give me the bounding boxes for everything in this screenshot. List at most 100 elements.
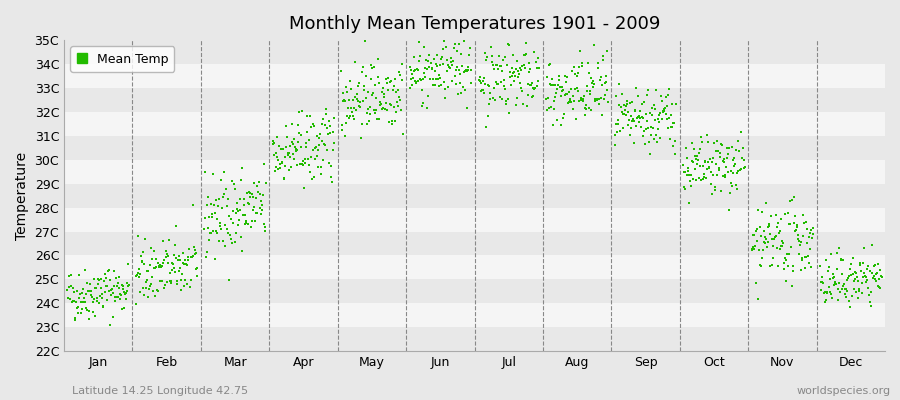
Point [660,116,674,122]
Point [75,306,89,312]
Point [783,198,797,205]
Point [369,106,383,113]
Point [680,172,695,178]
Point [506,52,520,58]
Point [482,82,496,89]
Point [227,181,241,187]
Point [764,212,778,219]
Point [761,222,776,229]
Point [826,274,841,280]
Bar [64,256,885,279]
Point [786,268,800,274]
Point [644,124,658,130]
Point [190,273,204,280]
Point [824,251,839,258]
Point [179,260,194,267]
Point [815,274,830,280]
Point [531,55,545,61]
Point [256,202,270,208]
Point [247,204,261,210]
Point [248,194,263,201]
Point [202,237,217,244]
Point [338,133,352,140]
Point [103,322,117,328]
Point [786,263,800,270]
Point [235,248,249,254]
Point [849,269,863,276]
Point [190,265,204,271]
Point [406,54,420,60]
Point [531,78,545,84]
Point [818,299,832,305]
Point [101,268,115,274]
Point [184,254,198,260]
Point [366,107,381,113]
Point [860,266,875,272]
Point [85,292,99,298]
Point [667,120,681,127]
Point [360,121,374,128]
Point [797,264,812,271]
Point [211,216,225,222]
Point [770,219,785,226]
Point [572,48,587,54]
Point [109,294,123,300]
Point [294,108,309,114]
Point [572,98,586,104]
Point [753,262,768,269]
Point [390,99,404,106]
Point [148,293,162,300]
Point [595,82,609,88]
Point [626,115,640,122]
Point [459,68,473,74]
Point [848,276,862,282]
Point [437,79,452,85]
Point [846,286,860,292]
Point [722,207,736,214]
Point [549,116,563,123]
Point [829,266,843,272]
Point [171,257,185,263]
Point [520,92,535,99]
Point [423,60,437,66]
Point [755,254,770,261]
Point [389,109,403,116]
Point [171,268,185,274]
Point [620,98,634,104]
Point [350,98,365,104]
Point [598,79,612,86]
Point [491,81,506,87]
Point [310,163,325,170]
Point [369,94,383,101]
Point [554,84,569,90]
Point [173,257,187,263]
Point [771,262,786,269]
Point [388,118,402,124]
Point [827,282,842,288]
Point [112,274,127,280]
Point [95,303,110,310]
Point [142,286,157,292]
Point [178,277,193,283]
Point [447,40,462,47]
Point [512,64,526,71]
Point [132,266,147,272]
Point [526,86,541,92]
Point [750,226,764,232]
Point [422,64,436,70]
Point [224,236,238,242]
Point [203,201,218,208]
Point [287,155,302,162]
Point [805,235,819,242]
Point [774,243,788,249]
Point [760,244,774,250]
Point [791,235,806,242]
Point [147,265,161,271]
Point [206,171,220,177]
Point [420,66,435,72]
Point [688,166,702,172]
Point [596,52,610,59]
Point [109,275,123,281]
Point [803,246,817,252]
Point [563,86,578,93]
